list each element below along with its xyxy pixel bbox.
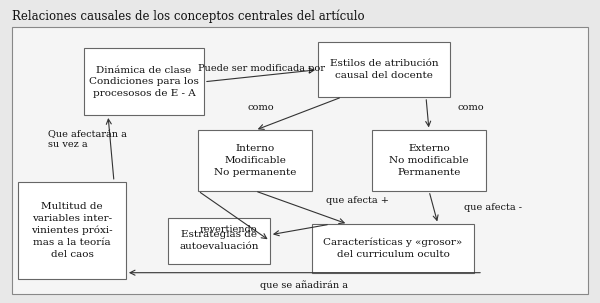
Text: Que afectarán a
su vez a: Que afectarán a su vez a xyxy=(48,130,127,149)
Text: Estrategias de
autoevaluación: Estrategias de autoevaluación xyxy=(179,231,259,251)
Text: Externo
No modificable
Permanente: Externo No modificable Permanente xyxy=(389,144,469,177)
Bar xyxy=(198,130,312,191)
Text: Características y «grosor»
del curriculum oculto: Características y «grosor» del curriculu… xyxy=(323,238,463,259)
Bar xyxy=(18,182,126,279)
Text: como: como xyxy=(248,103,275,112)
Text: que afecta -: que afecta - xyxy=(464,203,521,212)
Bar xyxy=(372,130,486,191)
Bar xyxy=(318,42,450,97)
Text: como: como xyxy=(458,103,484,112)
Text: que se añadirán a: que se añadirán a xyxy=(260,280,349,290)
Text: Estilos de atribución
causal del docente: Estilos de atribución causal del docente xyxy=(329,59,439,80)
Bar xyxy=(312,224,474,273)
Text: Puede ser modificada por: Puede ser modificada por xyxy=(197,64,325,73)
Text: que afecta +: que afecta + xyxy=(326,195,389,205)
Bar xyxy=(168,218,270,264)
Text: Interno
Modificable
No permanente: Interno Modificable No permanente xyxy=(214,144,296,177)
Text: Dinámica de clase
Condiciones para los
procesosos de E - A: Dinámica de clase Condiciones para los p… xyxy=(89,65,199,98)
Text: Relaciones causales de los conceptos centrales del artículo: Relaciones causales de los conceptos cen… xyxy=(12,9,365,23)
Text: revertiendo: revertiendo xyxy=(199,225,257,234)
Bar xyxy=(12,27,588,294)
Bar xyxy=(84,48,204,115)
Text: Multitud de
variables inter-
vinientes próxi-
mas a la teoría
del caos: Multitud de variables inter- vinientes p… xyxy=(31,202,113,259)
